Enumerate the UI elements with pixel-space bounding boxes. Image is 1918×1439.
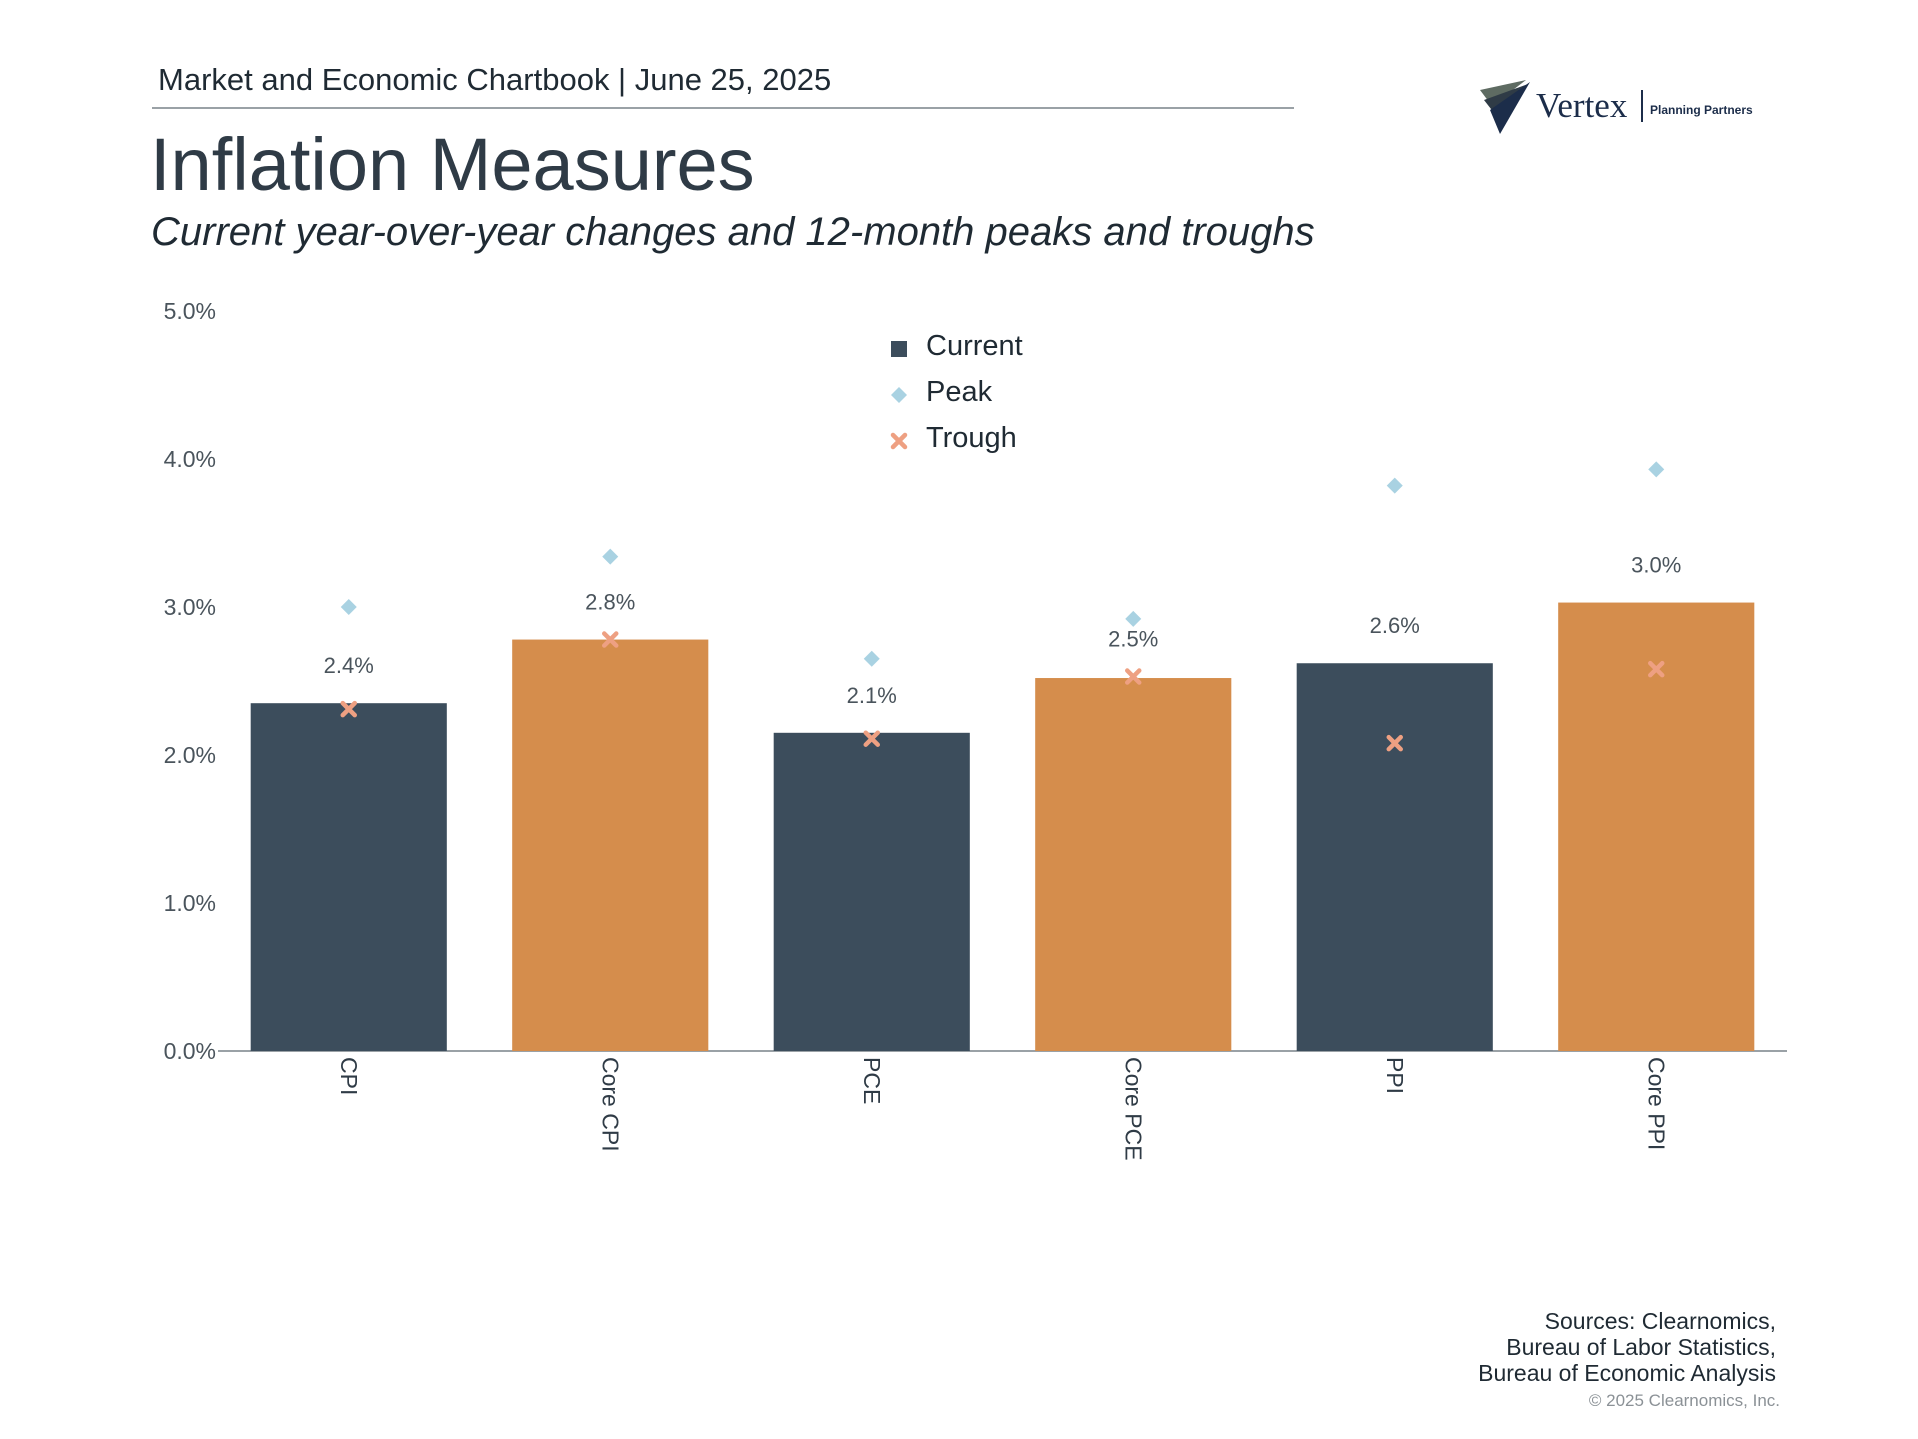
x-tick-label: CPI (336, 1057, 362, 1095)
bar-value-label: 2.8% (585, 590, 635, 615)
legend-label-peak: Peak (926, 376, 993, 408)
header-divider (152, 107, 1294, 109)
y-tick-label: 1.0% (164, 890, 216, 916)
bar-pce (773, 732, 970, 1051)
bar-value-label: 2.5% (1108, 627, 1158, 652)
legend-cross-icon (890, 432, 908, 450)
legend-square-icon (891, 341, 907, 357)
x-tick-label: PPI (1382, 1057, 1408, 1094)
y-tick-label: 3.0% (164, 594, 216, 620)
trough-marker (1648, 660, 1665, 678)
bar-core-ppi (1558, 602, 1755, 1051)
bar-core-cpi (512, 639, 709, 1051)
y-tick-label: 0.0% (164, 1038, 216, 1064)
bar-cpi (250, 703, 447, 1051)
sources-line-3: Bureau of Economic Analysis (1478, 1360, 1776, 1386)
bar-value-label: 2.1% (847, 683, 897, 708)
trough-marker (863, 730, 880, 747)
logo-tagline: Planning Partners (1650, 103, 1753, 117)
trough-marker (602, 631, 619, 648)
peak-marker (1125, 610, 1142, 627)
legend-label-trough: Trough (926, 422, 1017, 454)
chartbook-header: Market and Economic Chartbook | June 25,… (158, 62, 832, 97)
legend-diamond-icon (891, 387, 907, 403)
peak-marker (340, 599, 357, 615)
bar-ppi (1296, 663, 1493, 1051)
bar-value-label: 3.0% (1631, 553, 1681, 578)
sources-note: Sources: Clearnomics, Bureau of Labor St… (1478, 1308, 1776, 1386)
bar-core-pce (1035, 678, 1232, 1051)
copyright-notice: © 2025 Clearnomics, Inc. (1588, 1391, 1780, 1410)
y-tick-label: 2.0% (164, 742, 216, 768)
x-tick-label: Core CPI (597, 1057, 623, 1152)
logo-wordmark: Vertex (1536, 86, 1628, 125)
sources-line-1: Sources: Clearnomics, (1544, 1308, 1776, 1334)
trough-marker (1386, 734, 1403, 752)
vertex-logo-mark (1480, 80, 1530, 134)
trough-marker (1125, 668, 1142, 685)
logo-divider (1641, 90, 1643, 122)
x-tick-label: Core PPI (1643, 1057, 1669, 1150)
y-tick-label: 4.0% (164, 446, 216, 472)
x-tick-label: Core PCE (1120, 1057, 1146, 1161)
trough-marker (340, 700, 357, 718)
y-tick-label: 5.0% (164, 298, 216, 324)
bar-value-label: 2.4% (324, 653, 374, 678)
page-title: Inflation Measures (150, 123, 755, 206)
vertex-logo: Vertex Planning Partners (1478, 72, 1760, 142)
peak-marker (602, 548, 619, 565)
peak-marker (1648, 461, 1665, 478)
x-tick-label: PCE (859, 1057, 885, 1104)
page-subtitle: Current year-over-year changes and 12-mo… (151, 210, 1315, 254)
peak-marker (863, 650, 880, 667)
sources-line-2: Bureau of Labor Statistics, (1506, 1334, 1776, 1360)
bar-value-label: 2.6% (1370, 613, 1420, 638)
peak-marker (1386, 477, 1403, 494)
legend-label-current: Current (926, 330, 1023, 362)
